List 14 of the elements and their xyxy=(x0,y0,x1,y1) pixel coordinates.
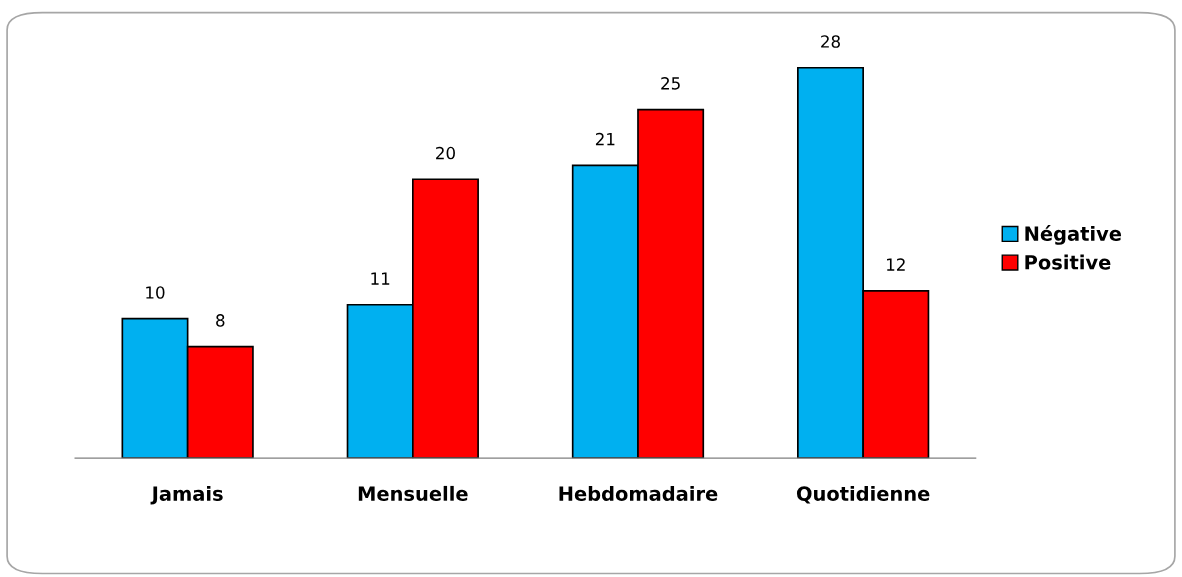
x-tick-label: Mensuelle xyxy=(358,485,468,501)
data-label: 8 xyxy=(216,314,225,327)
data-label: 12 xyxy=(887,258,905,271)
legend-label: Positive xyxy=(1025,254,1111,270)
legend-label: Négative xyxy=(1025,225,1122,245)
x-tick-label: Jamais xyxy=(150,485,223,505)
data-label: 11 xyxy=(371,272,390,285)
data-label: 21 xyxy=(595,132,615,146)
x-tick-label: Hebdomadaire xyxy=(559,485,718,501)
data-label: 10 xyxy=(146,286,165,299)
data-label: 25 xyxy=(661,77,680,90)
data-label: 20 xyxy=(436,146,455,160)
data-label: 28 xyxy=(821,35,840,48)
x-tick-label: Quotidienne xyxy=(796,485,930,504)
